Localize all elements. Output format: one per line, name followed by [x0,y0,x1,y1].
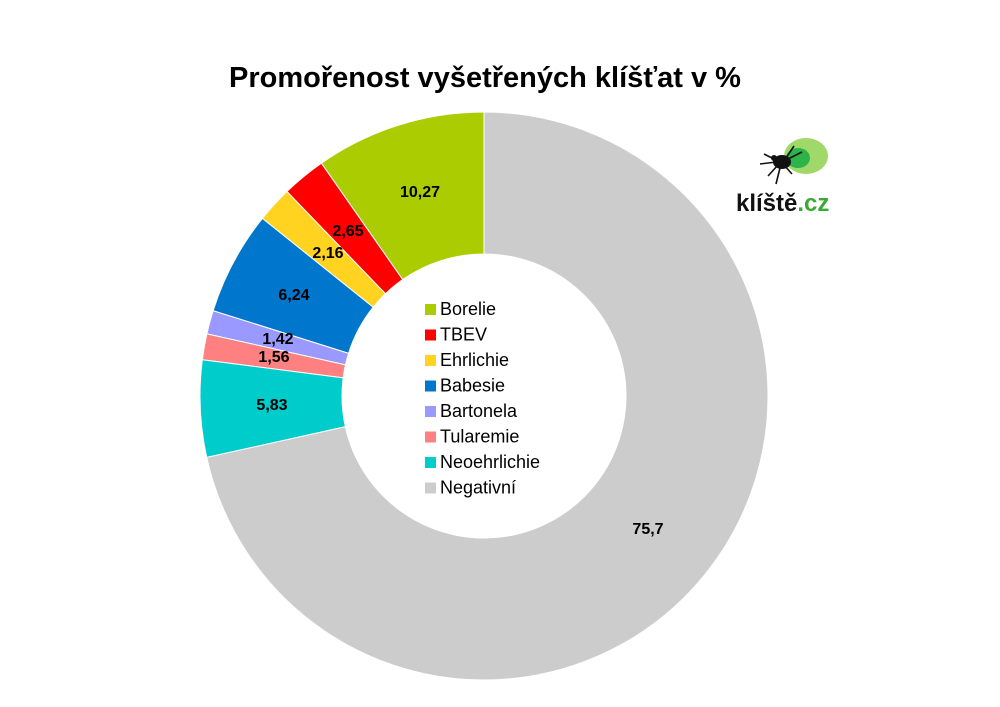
data-label-tularemie: 1,56 [258,349,289,366]
legend-label-tbev: TBEV [440,324,487,344]
logo-name: klíště [736,190,798,217]
data-labels: 10,27 2,65 2,16 6,24 1,421,56 5,83 75,7 [256,184,663,538]
legend-label-babesie: Babesie [440,375,505,395]
slices [199,111,769,681]
legend-label-borelie: Borelie [440,299,496,319]
legend-swatch-negativní [425,482,436,494]
data-label-borelie: 10,27 [400,184,440,201]
legend-label-bartonela: Bartonela [440,401,518,421]
legend-swatch-tbev [425,329,436,341]
legend-swatch-ehrlichie [425,355,436,366]
legend-swatch-babesie [425,380,436,392]
data-label-ehrlichie: 2,16 [312,245,343,262]
legend-swatch-tularemie [425,431,436,443]
tick-icon [759,138,828,185]
legend-label-tularemie: Tularemie [440,426,519,446]
logo-text: klíště.cz [736,190,829,218]
data-label-negativní: 75,7 [632,521,663,538]
data-label-neoehrlichie: 5,83 [256,397,287,414]
legend-swatch-borelie [425,304,436,315]
data-label-bartonela: 1,42 [262,331,293,348]
data-label-babesie: 6,24 [278,287,309,304]
legend-swatch-neoehrlichie [425,457,436,468]
legend-label-neoehrlichie: Neoehrlichie [440,452,540,472]
logo-tld: .cz [797,190,830,217]
legend-label-ehrlichie: Ehrlichie [440,350,509,370]
chart-title: Promořenost vyšetřených klíšťat v % [229,62,741,94]
legend-label-negativní: Negativní [440,477,516,497]
data-label-tbev: 2,65 [332,223,363,240]
legend-swatch-bartonela [425,406,436,417]
legend: Borelie TBEV Ehrlichie Babesie Bartonela Tula… [425,299,540,497]
site-logo: klíště.cz [736,134,846,220]
slice-negativní [206,111,769,681]
